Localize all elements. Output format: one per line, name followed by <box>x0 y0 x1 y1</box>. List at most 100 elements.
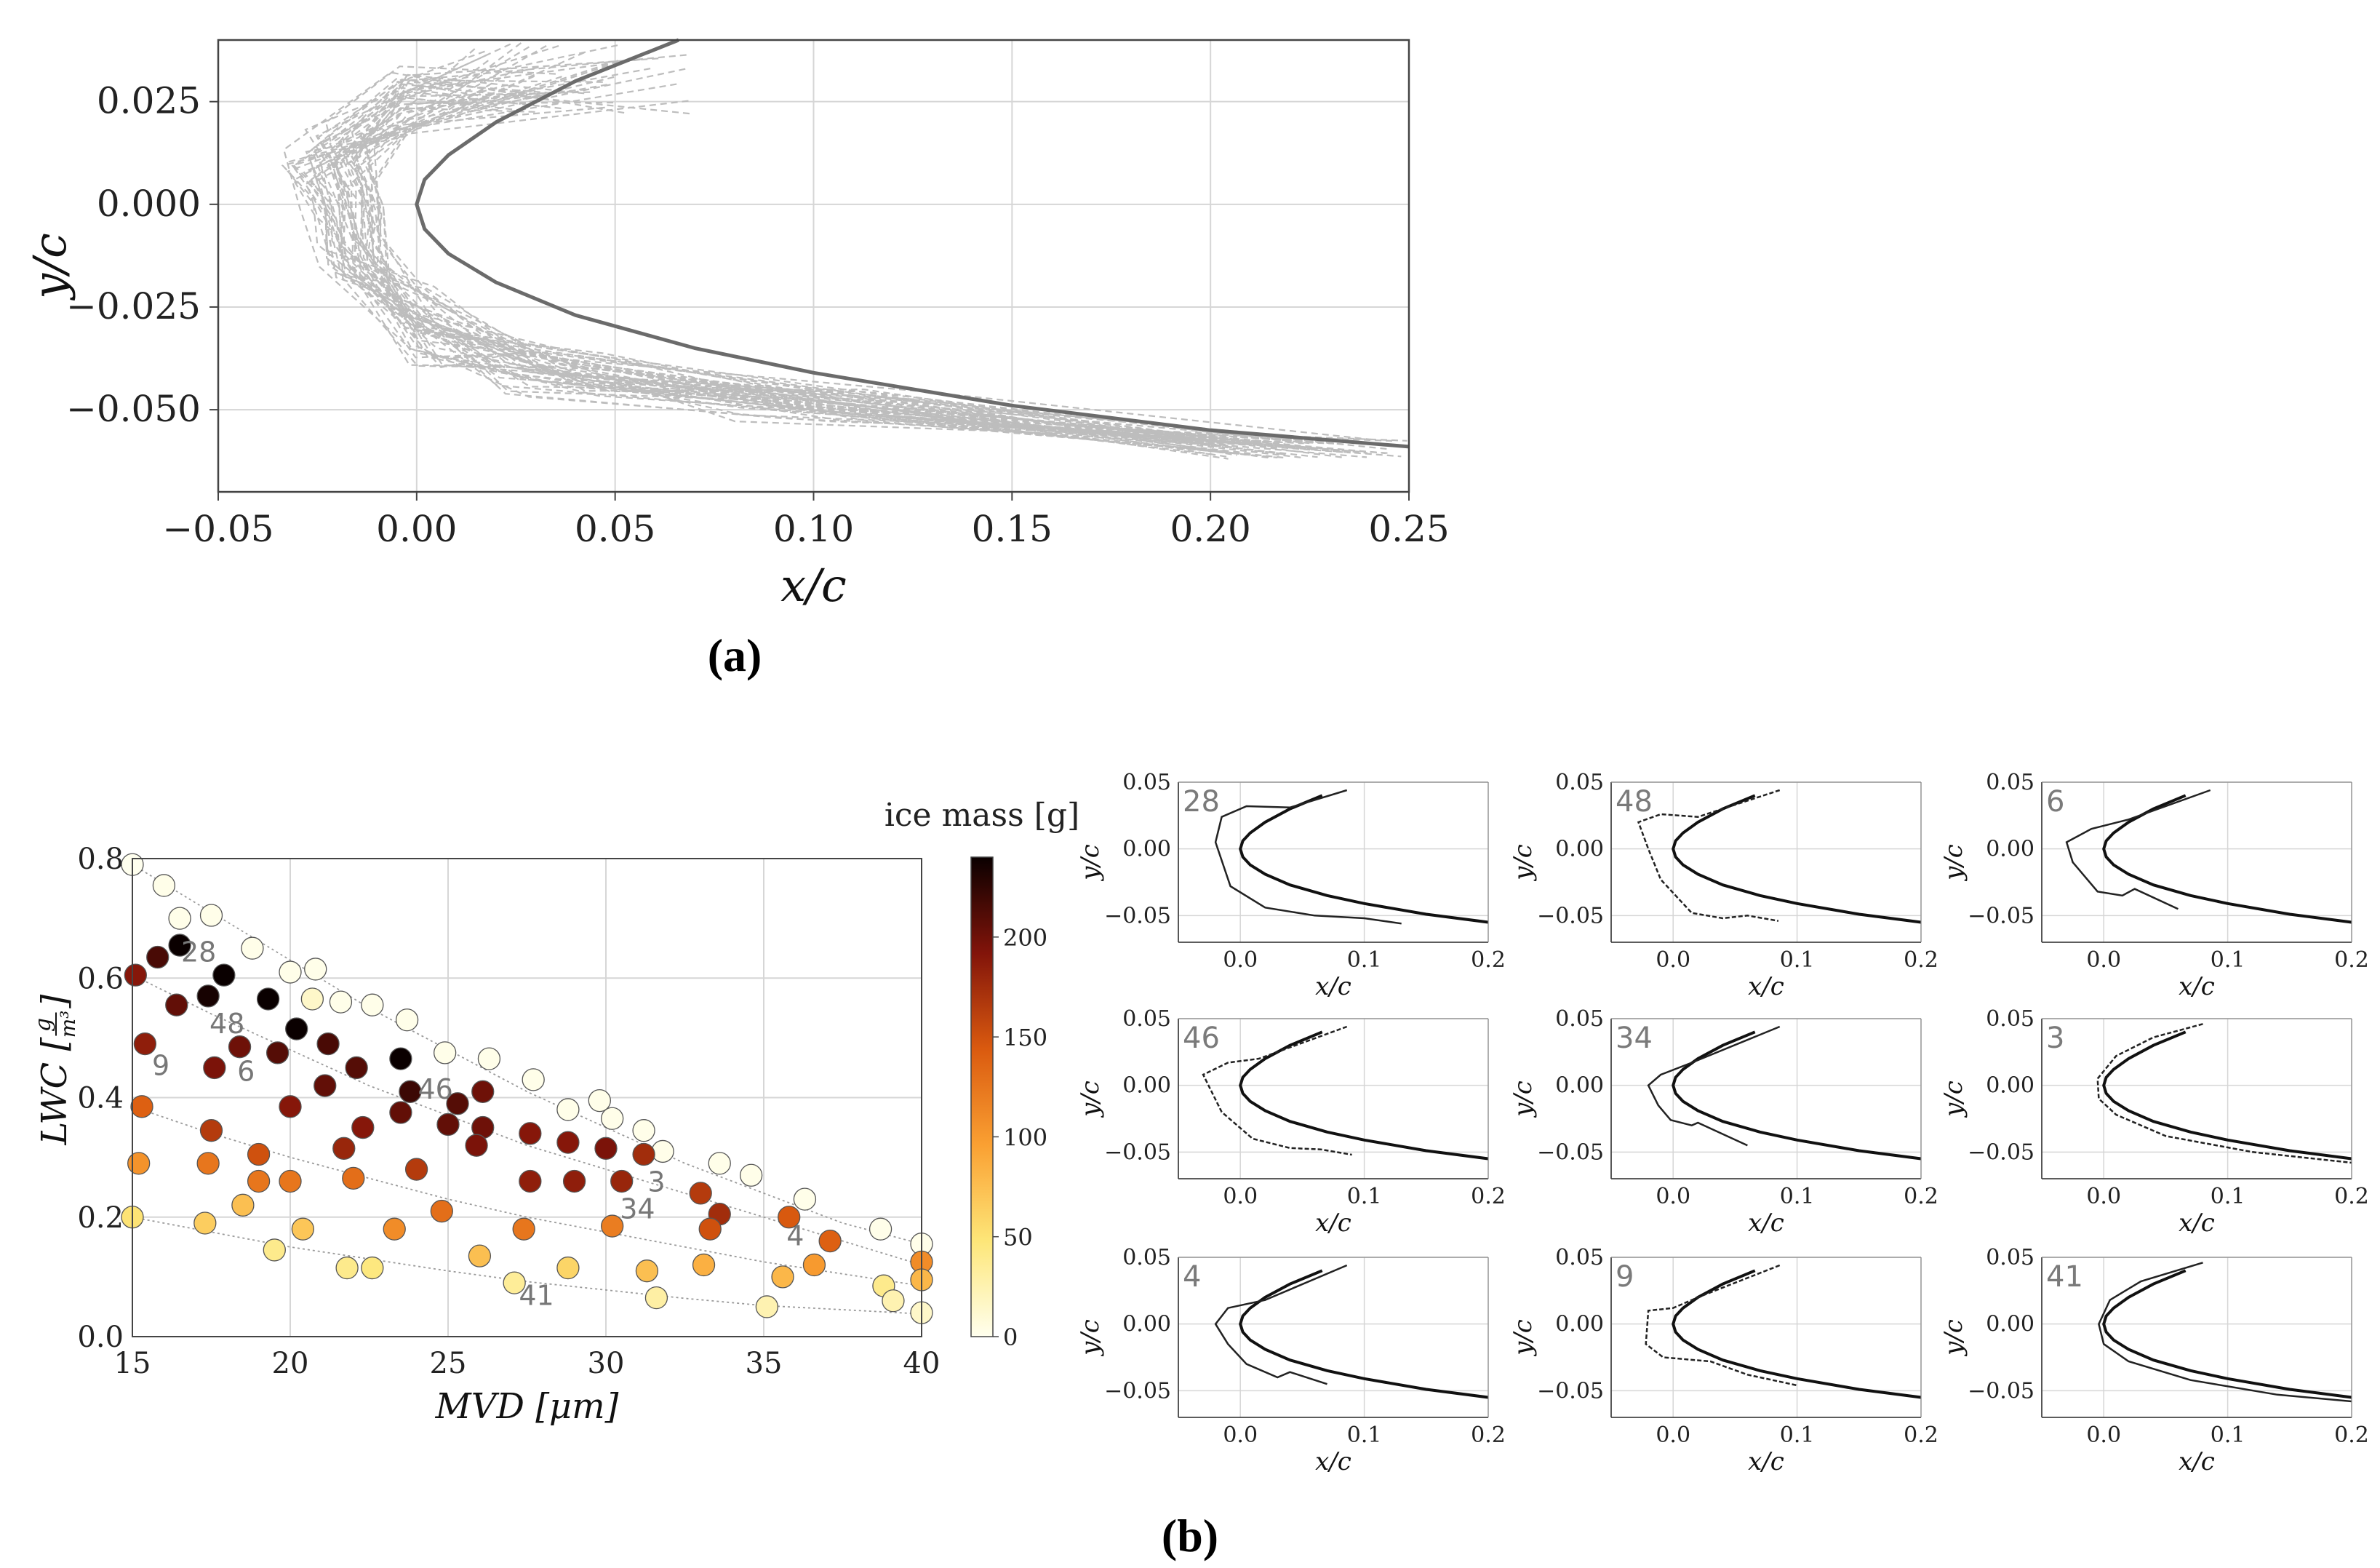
y-tick-label: −0.05 <box>1537 903 1604 928</box>
scatter-point <box>335 1256 359 1280</box>
case-label: 48 <box>1616 785 1653 819</box>
y-tick-label: 0.05 <box>1986 1245 2034 1270</box>
iced-shape-outline <box>281 94 1231 458</box>
scatter-point <box>265 1041 289 1064</box>
scatter-point <box>329 990 353 1014</box>
scatter-point <box>127 1152 151 1175</box>
scatter-point <box>389 1047 412 1070</box>
plot-frame <box>217 39 1410 493</box>
x-tick-label: 0.0 <box>2086 1422 2121 1448</box>
x-tick-label: 0.0 <box>2086 947 2121 973</box>
x-tick-label: 0.2 <box>1471 1184 1506 1209</box>
x-tick-label: 0.0 <box>1223 947 1258 973</box>
x-tick-label: 0.2 <box>2334 1422 2369 1448</box>
clean-airfoil-line <box>2102 794 2352 924</box>
y-tick-label: 0.05 <box>1122 770 1171 795</box>
x-tick-label: 0.1 <box>1347 1184 1382 1209</box>
y-tick-label: −0.05 <box>1968 903 2034 928</box>
x-tick-label: 0.2 <box>1904 1184 1938 1209</box>
iced-shape-outline <box>351 44 1269 443</box>
iced-shape-outline <box>366 68 1324 444</box>
y-axis-label: LWC [g m³] <box>31 995 80 1146</box>
panel-a-chart: −0.05 0.00 0.05 0.10 0.15 0.20 0.25 0.025 0.000 −… <box>23 38 1450 612</box>
y-axis-label: y/c <box>1509 844 1538 882</box>
x-tick-label: 0.2 <box>1904 1422 1938 1448</box>
iced-shape-outline <box>364 66 1335 445</box>
scatter-point <box>351 1115 375 1139</box>
y-tick-label: −0.050 <box>66 388 201 430</box>
x-axis-label: x/c <box>1315 1447 1351 1476</box>
iced-shape-outline <box>354 65 1391 455</box>
scatter-point <box>345 1056 368 1080</box>
x-tick-label: 0.1 <box>1780 947 1815 973</box>
x-tick-label: 0.0 <box>1656 1184 1690 1209</box>
y-tick-label: 0.05 <box>1555 1245 1604 1270</box>
x-tick-label: 0.1 <box>1347 947 1382 973</box>
point-label: 34 <box>620 1193 655 1225</box>
iced-shape-outline <box>338 71 1351 454</box>
point-label: 9 <box>152 1049 169 1081</box>
x-tick-label: 0.1 <box>2211 947 2245 973</box>
y-tick-label: 0.05 <box>1555 1006 1604 1032</box>
scatter-point <box>152 874 176 897</box>
x-tick-label: 25 <box>430 1347 467 1380</box>
scatter-point <box>314 1074 337 1097</box>
x-tick-label: 0.0 <box>1656 1422 1690 1448</box>
y-axis-label: y/c <box>1939 1081 1968 1118</box>
y-tick-label: 0.000 <box>97 183 201 225</box>
scatter-point <box>512 1217 535 1241</box>
scatter-point <box>247 1142 271 1166</box>
iced-shape-outline <box>282 71 1256 443</box>
y-tick-label: −0.05 <box>1104 903 1171 928</box>
point-label: 4 <box>786 1219 804 1251</box>
colorbar-tick-label: 150 <box>1003 1024 1047 1051</box>
ice-shape-line <box>2098 1262 2352 1403</box>
clean-airfoil-line <box>2102 1269 2352 1399</box>
x-axis-label: x/c <box>2179 1447 2215 1476</box>
point-label: 46 <box>418 1073 452 1105</box>
case-subplot: 0.0 0.1 0.2 0.05 0.00 −0.05 28 x/c y/c <box>1076 770 1506 1001</box>
scatter-point <box>519 1169 542 1193</box>
scatter-point <box>332 1137 356 1160</box>
clean-airfoil-line <box>1672 794 1922 924</box>
x-tick-label: 0.2 <box>2334 1184 2369 1209</box>
ice-shape-line <box>1645 1264 1797 1387</box>
y-axis-label: y/c <box>1509 1319 1538 1357</box>
y-tick-label: 0.025 <box>97 80 201 122</box>
scatter-point <box>300 987 324 1011</box>
case-subplot: 0.0 0.1 0.2 0.05 0.00 −0.05 4 x/c y/c <box>1076 1245 1506 1476</box>
scatter-point <box>342 1166 365 1190</box>
y-tick-label: 0.05 <box>1986 1006 2034 1032</box>
envelope-curve <box>132 864 922 1245</box>
y-tick-label: 0.00 <box>1555 837 1604 862</box>
y-axis-label-suffix: ] <box>34 995 75 1009</box>
iced-shape-outline <box>319 86 1229 447</box>
scatter-point <box>601 1107 624 1130</box>
clean-airfoil-line <box>415 38 1410 449</box>
scatter-point <box>698 1217 722 1241</box>
y-tick-label: 0.6 <box>77 962 124 995</box>
x-tick-label: 40 <box>903 1347 941 1380</box>
x-axis-label: x/c <box>1315 972 1351 1001</box>
case-label: 4 <box>1183 1260 1201 1294</box>
y-axis-label: y/c <box>23 233 76 301</box>
x-tick-label: 0.1 <box>1347 1422 1382 1448</box>
scatter-point <box>361 1256 384 1280</box>
panel-a-label: (a) <box>708 629 762 681</box>
scatter-point <box>133 1032 157 1056</box>
x-tick-label: 0.2 <box>2334 947 2369 973</box>
iced-shape-outline <box>312 77 1402 458</box>
iced-shape-outline <box>375 75 1391 450</box>
scatter-point <box>519 1122 542 1145</box>
x-tick-label: 0.2 <box>1904 947 1938 973</box>
ice-shape-line <box>1637 789 1781 922</box>
scatter-point <box>562 1169 586 1193</box>
y-tick-label: 0.2 <box>77 1201 124 1235</box>
x-tick-label: 20 <box>272 1347 309 1380</box>
scatter-point <box>279 1169 302 1193</box>
y-tick-label: 0.00 <box>1555 1073 1604 1099</box>
scatter-point <box>203 1056 226 1080</box>
colorbar-tick-label: 0 <box>1003 1324 1018 1351</box>
panel-b-scatter: 15 20 25 30 35 40 0.0 0.2 0.4 0.6 0.8 28 48 9 6 46 334 4 4… <box>31 797 1079 1427</box>
